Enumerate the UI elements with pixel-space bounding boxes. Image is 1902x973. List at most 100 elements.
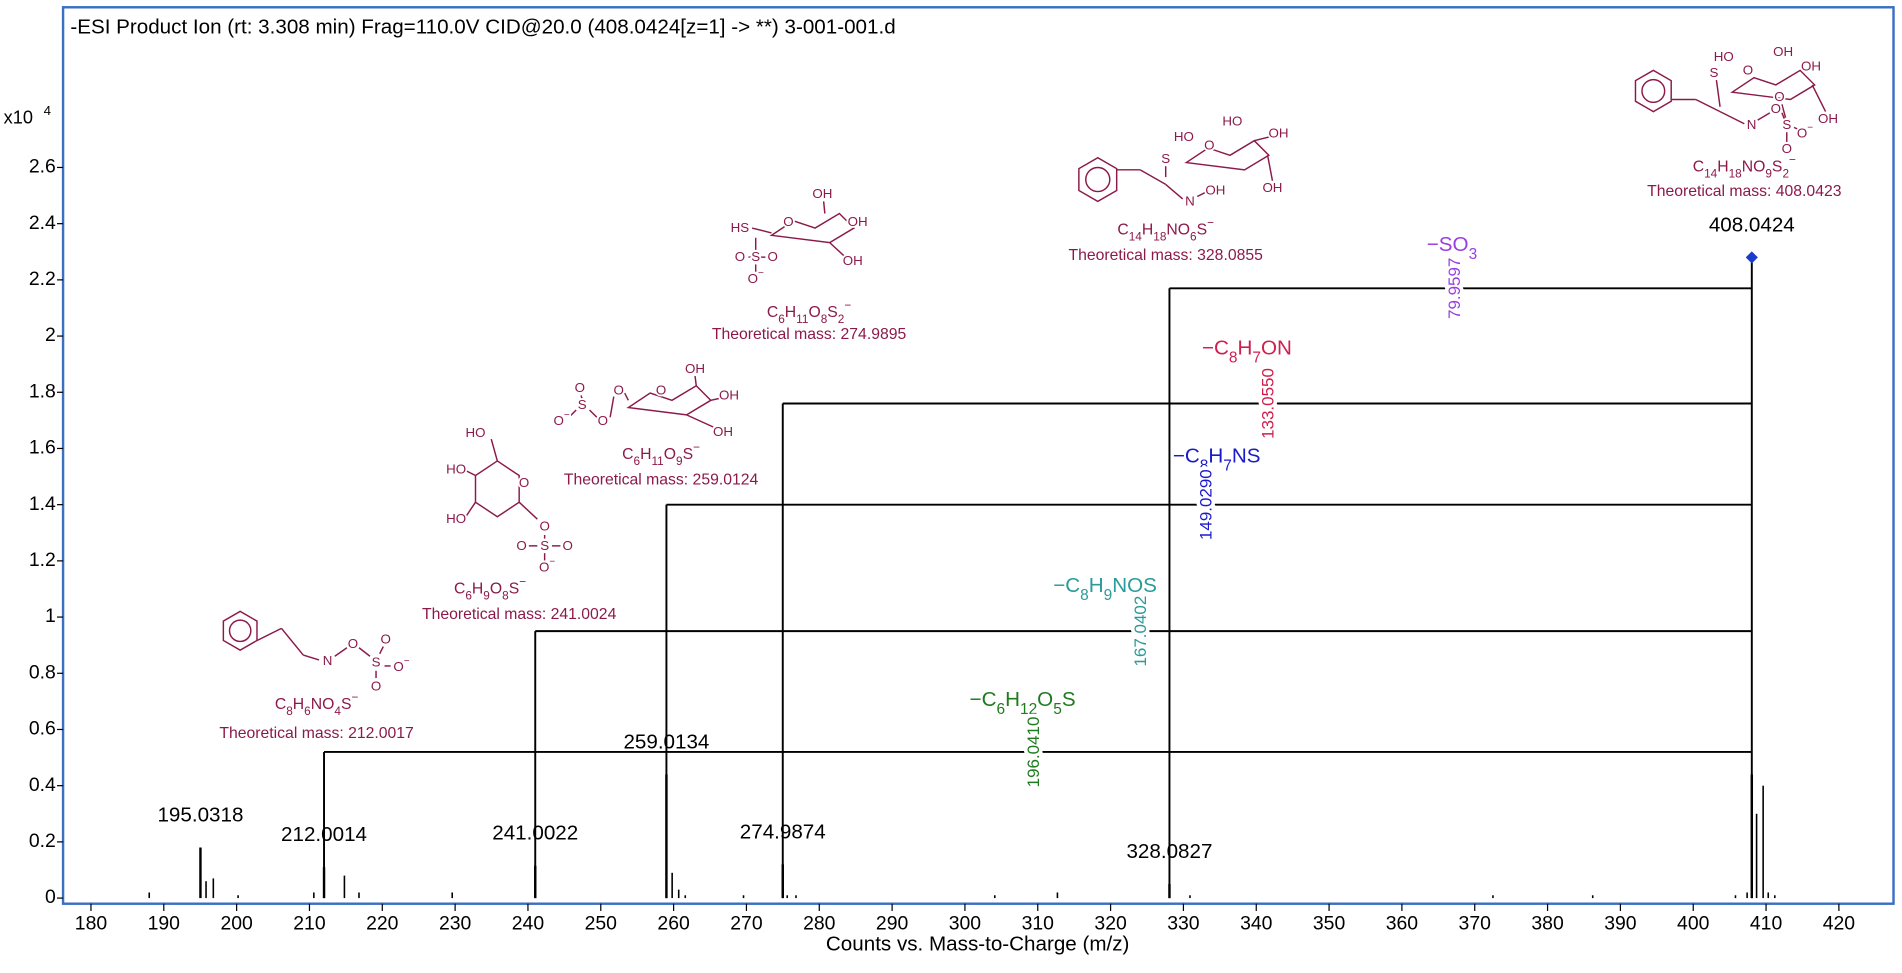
mass-difference: 196.0410 xyxy=(1024,717,1043,788)
atom-label: O xyxy=(348,636,358,651)
bond xyxy=(829,242,846,258)
theoretical-mass: Theoretical mass: 259.0124 xyxy=(564,472,759,489)
atom-label: OH xyxy=(1818,110,1838,125)
x-tick-label: 370 xyxy=(1459,912,1492,934)
neutral-loss: −C8H9NOS xyxy=(1053,575,1157,604)
atom-label: O xyxy=(519,474,529,489)
theoretical-mass: Theoretical mass: 408.0423 xyxy=(1647,183,1842,200)
x-tick-label: 420 xyxy=(1823,912,1856,934)
bond xyxy=(256,627,282,642)
bond xyxy=(1715,79,1721,107)
atom-label: O xyxy=(1782,141,1792,156)
y-tick-label: 2.2 xyxy=(29,268,56,290)
x-tick-label: 300 xyxy=(949,912,982,934)
bond xyxy=(465,501,477,518)
y-tick-label: 1 xyxy=(45,605,56,627)
atom-label: OH xyxy=(812,186,832,201)
y-tick-label: 0.6 xyxy=(29,718,56,740)
atom-label: O− xyxy=(748,268,764,285)
x-tick-label: 220 xyxy=(366,912,399,934)
benzene-ring xyxy=(222,610,258,652)
bond xyxy=(589,409,598,418)
structure-formula: C6H11O9S− xyxy=(622,440,700,468)
structure-formula: C6H9O8S− xyxy=(454,575,526,603)
structure-formula: C8H6NO4S− xyxy=(275,690,359,718)
x-tick-label: 210 xyxy=(293,912,326,934)
bond xyxy=(303,654,320,661)
x-tick-label: 380 xyxy=(1531,912,1564,934)
y-tick-label: 0.8 xyxy=(29,661,56,683)
neutral-loss: −C6H12O5S xyxy=(970,689,1076,718)
atom-label: S xyxy=(751,249,760,264)
bond xyxy=(1266,155,1274,181)
theoretical-mass: Theoretical mass: 274.9895 xyxy=(712,326,907,343)
atom-label: O xyxy=(516,537,526,552)
bond xyxy=(1757,112,1771,121)
atom-label: O xyxy=(1743,62,1753,77)
atom-label: OH xyxy=(685,360,705,375)
bond xyxy=(1196,191,1208,198)
bond xyxy=(1165,183,1184,200)
x-tick-label: 310 xyxy=(1022,912,1055,934)
benzene-ring xyxy=(1078,156,1118,203)
atom-label: HO xyxy=(1174,129,1194,144)
structure-formula: C14H18NO6S− xyxy=(1117,216,1214,244)
atom-label: N xyxy=(1185,193,1195,208)
atom-label: OH xyxy=(1262,180,1282,195)
atom-label: S xyxy=(1782,116,1791,131)
atom-label: HO xyxy=(466,425,486,440)
y-tick-label: 1.6 xyxy=(29,437,56,459)
y-tick-label: 2.4 xyxy=(29,212,56,234)
bond xyxy=(1139,169,1167,186)
bond xyxy=(822,201,826,214)
sugar-ring xyxy=(1730,69,1816,101)
neutral-loss: −C8H7ON xyxy=(1202,337,1292,366)
bond xyxy=(624,392,629,401)
benzene-ring xyxy=(1634,69,1672,113)
neutral-loss: −SO3 xyxy=(1427,234,1477,263)
y-tick-label: 2 xyxy=(45,324,56,346)
bond xyxy=(358,647,371,657)
x-tick-label: 400 xyxy=(1677,912,1710,934)
y-unit-base: x10 xyxy=(4,108,33,128)
x-tick-label: 190 xyxy=(148,912,181,934)
precursor-marker xyxy=(1745,251,1758,264)
atom-label: OH xyxy=(848,214,868,229)
structure-formula: C14H18NO9S2− xyxy=(1693,153,1796,181)
atom-label: OH xyxy=(713,423,733,438)
atom-label: HO xyxy=(446,461,466,476)
x-tick-label: 340 xyxy=(1240,912,1273,934)
bond xyxy=(710,397,722,402)
y-tick-label: 2.6 xyxy=(29,156,56,178)
mass-difference: 149.0290 xyxy=(1196,469,1215,540)
atom-label: N xyxy=(1747,116,1757,131)
atom-label: OH xyxy=(1801,58,1821,73)
bond xyxy=(1719,110,1745,125)
atom-label: O xyxy=(735,249,745,264)
bond xyxy=(1811,84,1827,112)
atom-label: OH xyxy=(1773,44,1793,59)
x-tick-label: 180 xyxy=(75,912,108,934)
atom-label: O xyxy=(1204,137,1214,152)
atom-label: O− xyxy=(539,557,555,574)
bond xyxy=(751,227,772,234)
atom-label: S xyxy=(540,537,549,552)
bond xyxy=(518,501,538,520)
x-tick-label: 350 xyxy=(1313,912,1346,934)
mass-difference: 79.9597 xyxy=(1445,258,1464,319)
structures xyxy=(222,69,1827,679)
peak-label: 408.0424 xyxy=(1709,213,1795,236)
atom-label: OH xyxy=(1269,125,1289,140)
bond xyxy=(1695,98,1721,113)
atom-label: O xyxy=(371,678,381,693)
atom-label: HO xyxy=(446,511,466,526)
bond xyxy=(490,438,499,462)
x-tick-label: 200 xyxy=(220,912,253,934)
atom-label: OH xyxy=(1205,182,1225,197)
x-tick-label: 270 xyxy=(730,912,763,934)
y-tick-label: 1.8 xyxy=(29,380,56,402)
atom-label: O xyxy=(613,382,623,397)
x-tick-label: 330 xyxy=(1167,912,1200,934)
aromatic-circle xyxy=(1085,166,1111,193)
